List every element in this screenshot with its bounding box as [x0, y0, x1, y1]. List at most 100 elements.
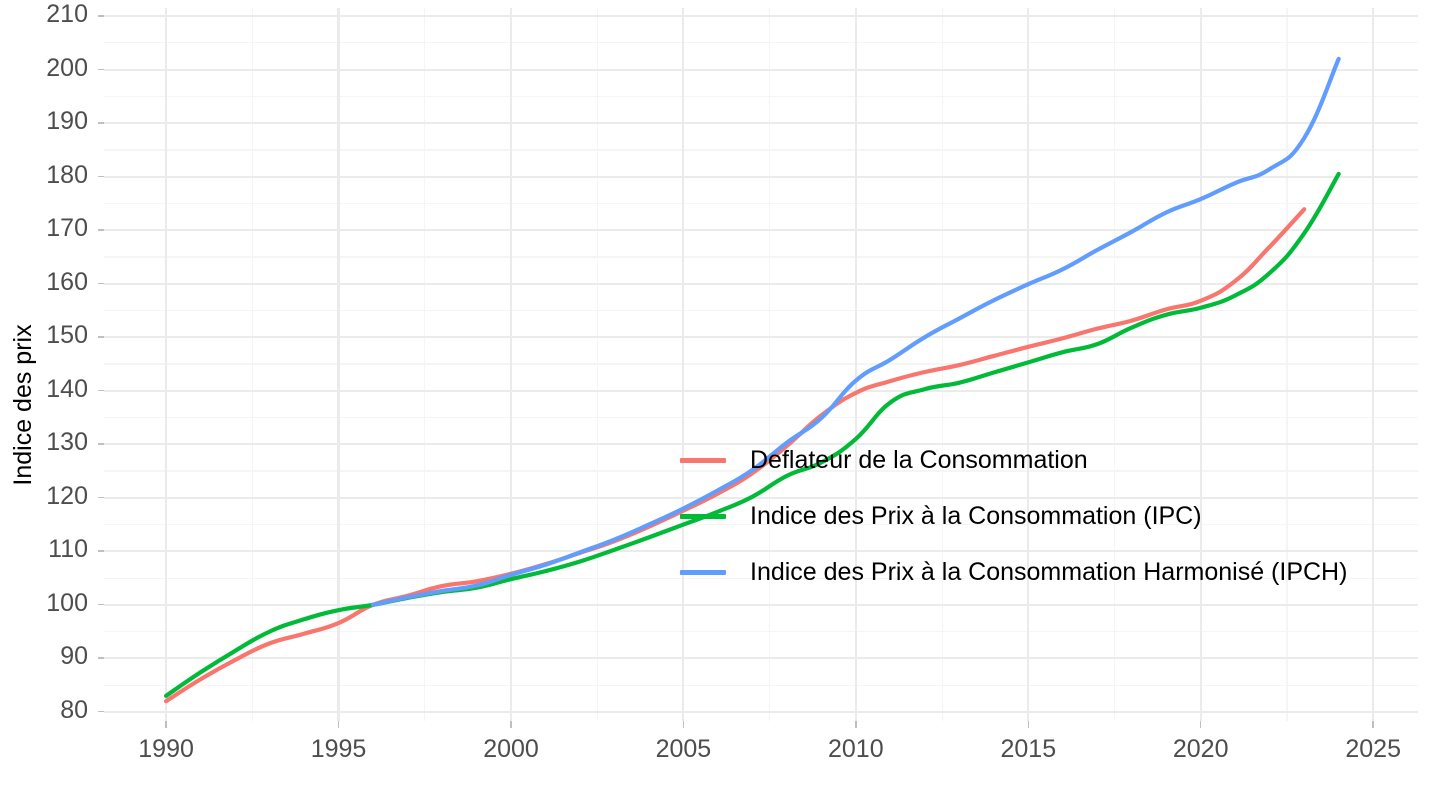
y-tick-mark: [98, 389, 104, 392]
gridline-vertical-major: [1199, 8, 1202, 721]
x-tick-label: 1995: [310, 735, 367, 763]
y-tick-mark: [98, 282, 104, 285]
gridline-horizontal-minor: [104, 524, 1418, 526]
gridline-horizontal-major: [104, 710, 1418, 713]
plot-panel: [104, 8, 1418, 721]
y-tick-mark: [98, 68, 104, 71]
gridline-vertical-minor: [769, 8, 771, 721]
x-tick-mark: [682, 721, 685, 728]
legend-line-icon: [680, 513, 726, 519]
gridline-vertical-minor: [424, 8, 426, 721]
legend-color-swatch: [672, 501, 734, 531]
gridline-horizontal-major: [104, 550, 1418, 553]
y-tick-mark: [98, 496, 104, 499]
y-tick-label: 180: [46, 160, 88, 189]
y-tick-label: 120: [46, 481, 88, 510]
gridline-horizontal-major: [104, 603, 1418, 606]
gridline-horizontal-major: [104, 657, 1418, 660]
y-tick-label: 90: [60, 642, 88, 671]
x-tick-mark: [1372, 721, 1374, 728]
y-tick-label: 210: [46, 0, 88, 28]
x-tick-label: 2005: [655, 735, 712, 763]
gridline-horizontal-major: [104, 122, 1418, 125]
x-tick-mark: [337, 721, 340, 728]
gridline-horizontal-minor: [104, 95, 1418, 97]
gridline-horizontal-minor: [104, 631, 1418, 633]
gridline-vertical-minor: [941, 8, 943, 721]
x-tick-mark: [855, 721, 857, 728]
gridline-horizontal-major: [104, 389, 1418, 392]
y-tick-mark: [98, 550, 104, 552]
gridline-vertical-major: [509, 8, 513, 721]
gridline-horizontal-minor: [104, 309, 1418, 312]
legend-item-label: Indice des Prix à la Consommation (IPC): [750, 501, 1202, 530]
gridline-vertical-minor: [1286, 8, 1288, 721]
x-tick-mark: [510, 721, 512, 728]
y-tick-label: 130: [46, 428, 88, 457]
x-tick-label: 2025: [1345, 735, 1401, 763]
x-tick-label: 1990: [138, 735, 194, 763]
legend-item-label: Indice des Prix à la Consommation Harmon…: [750, 557, 1348, 586]
gridline-horizontal-major: [104, 14, 1418, 18]
y-tick-label: 110: [48, 535, 88, 564]
gridline-horizontal-minor: [104, 577, 1418, 579]
y-tick-mark: [98, 603, 104, 606]
y-tick-label: 150: [46, 321, 88, 350]
y-tick-mark: [98, 657, 104, 659]
y-tick-label: 100: [46, 588, 88, 617]
gridline-horizontal-major: [104, 175, 1418, 178]
legend-item-2[interactable]: Indice des Prix à la Consommation (IPC): [672, 501, 1347, 531]
gridline-horizontal-major: [104, 282, 1418, 285]
y-tick-label: 190: [46, 107, 88, 136]
gridline-horizontal-major: [104, 443, 1418, 446]
series-line-2: [163, 171, 1341, 698]
series-line-3: [370, 56, 1341, 607]
gridline-horizontal-minor: [104, 470, 1418, 472]
gridline-vertical-major: [165, 8, 168, 721]
gridline-horizontal-major: [104, 336, 1418, 339]
y-tick-mark: [98, 15, 104, 17]
y-tick-mark: [98, 122, 104, 124]
gridline-horizontal-minor: [104, 363, 1418, 365]
x-tick-mark: [165, 721, 167, 728]
gridline-vertical-major: [854, 8, 857, 721]
gridline-vertical-major: [1372, 8, 1375, 721]
series-layer: [163, 56, 1341, 704]
y-tick-label: 80: [60, 695, 88, 724]
y-tick-label: 170: [46, 214, 88, 243]
x-tick-label: 2000: [483, 735, 539, 763]
chart-legend: Deflateur de la Consommation Indice des P…: [672, 445, 1347, 587]
y-tick-label: 200: [46, 53, 88, 82]
gridline-horizontal-minor: [104, 416, 1418, 419]
gridline-vertical-minor: [596, 8, 598, 721]
y-tick-mark: [98, 710, 104, 713]
x-tick-mark: [1027, 721, 1030, 728]
gridline-vertical-minor: [1113, 8, 1116, 721]
legend-item-3[interactable]: Indice des Prix à la Consommation Harmon…: [672, 557, 1347, 587]
legend-color-swatch: [672, 445, 734, 475]
gridline-horizontal-minor: [104, 42, 1418, 44]
x-tick-label: 2015: [1000, 735, 1057, 763]
x-tick-label: 2010: [827, 735, 884, 763]
y-tick-label: 140: [46, 374, 88, 403]
y-tick-label: 160: [46, 267, 88, 296]
x-tick-mark: [1199, 721, 1202, 728]
gridline-vertical-major: [337, 8, 340, 721]
gridline-horizontal-minor: [104, 684, 1418, 686]
y-tick-mark: [98, 229, 104, 231]
gridline-vertical-major: [682, 8, 685, 721]
gridline-horizontal-minor: [104, 256, 1418, 258]
y-tick-mark: [98, 336, 104, 338]
gridline-vertical-minor: [251, 8, 253, 721]
legend-line-icon: [680, 457, 726, 463]
legend-line-icon: [680, 569, 726, 575]
y-tick-mark: [98, 443, 104, 445]
legend-item-label: Deflateur de la Consommation: [750, 445, 1088, 474]
gridline-horizontal-major: [104, 68, 1418, 71]
legend-item-1[interactable]: Deflateur de la Consommation: [672, 445, 1347, 475]
y-tick-mark: [98, 175, 104, 178]
legend-color-swatch: [672, 557, 734, 587]
gridline-horizontal-major: [104, 229, 1418, 232]
gridline-horizontal-major: [104, 496, 1418, 499]
